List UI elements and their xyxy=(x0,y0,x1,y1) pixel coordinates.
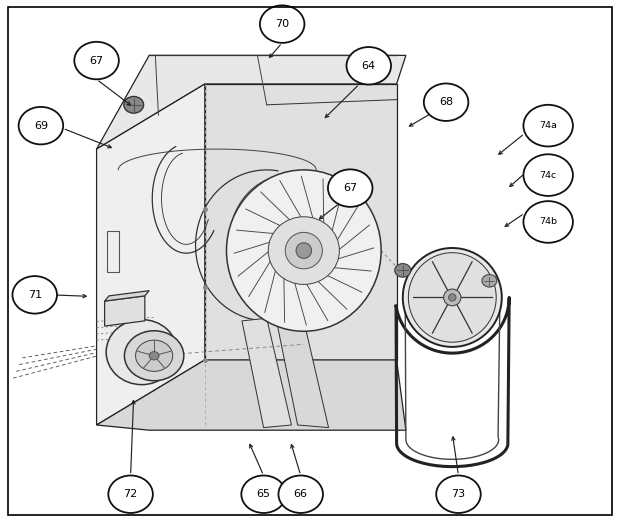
Circle shape xyxy=(124,97,144,113)
Text: 65: 65 xyxy=(257,489,270,499)
Circle shape xyxy=(260,5,304,43)
Ellipse shape xyxy=(409,253,496,342)
Circle shape xyxy=(241,476,286,513)
Text: 74a: 74a xyxy=(539,121,557,130)
Text: 68: 68 xyxy=(439,97,453,107)
Circle shape xyxy=(149,352,159,360)
Circle shape xyxy=(125,331,184,381)
Text: 72: 72 xyxy=(123,489,138,499)
Circle shape xyxy=(523,201,573,243)
Text: 74b: 74b xyxy=(539,218,557,227)
Circle shape xyxy=(523,105,573,147)
Circle shape xyxy=(136,340,172,371)
Circle shape xyxy=(12,276,57,314)
Circle shape xyxy=(19,107,63,145)
Circle shape xyxy=(482,275,497,287)
Circle shape xyxy=(278,476,323,513)
Text: 70: 70 xyxy=(275,19,289,29)
Text: 66: 66 xyxy=(294,489,308,499)
Polygon shape xyxy=(276,318,329,428)
Text: 67: 67 xyxy=(343,183,357,193)
Polygon shape xyxy=(105,291,149,301)
Text: eReplacementParts.com: eReplacementParts.com xyxy=(188,255,333,267)
Ellipse shape xyxy=(268,217,339,284)
Circle shape xyxy=(328,169,373,207)
Ellipse shape xyxy=(226,170,381,331)
Circle shape xyxy=(347,47,391,85)
Text: 74c: 74c xyxy=(539,171,557,180)
Circle shape xyxy=(395,264,411,277)
Ellipse shape xyxy=(296,243,311,258)
Ellipse shape xyxy=(448,294,456,301)
Ellipse shape xyxy=(403,248,502,347)
Ellipse shape xyxy=(285,232,322,269)
Circle shape xyxy=(436,476,480,513)
Polygon shape xyxy=(97,55,406,149)
Text: 71: 71 xyxy=(28,290,42,300)
Circle shape xyxy=(74,42,119,79)
Ellipse shape xyxy=(106,319,177,385)
Text: 73: 73 xyxy=(451,489,466,499)
Polygon shape xyxy=(97,360,406,430)
Text: 64: 64 xyxy=(361,61,376,71)
Circle shape xyxy=(523,155,573,196)
Polygon shape xyxy=(205,84,397,360)
Polygon shape xyxy=(105,296,145,326)
Circle shape xyxy=(108,476,153,513)
Polygon shape xyxy=(97,84,205,425)
Polygon shape xyxy=(242,318,291,428)
Circle shape xyxy=(424,84,468,121)
Text: 69: 69 xyxy=(34,121,48,130)
Text: 67: 67 xyxy=(89,55,104,66)
Ellipse shape xyxy=(444,289,461,306)
